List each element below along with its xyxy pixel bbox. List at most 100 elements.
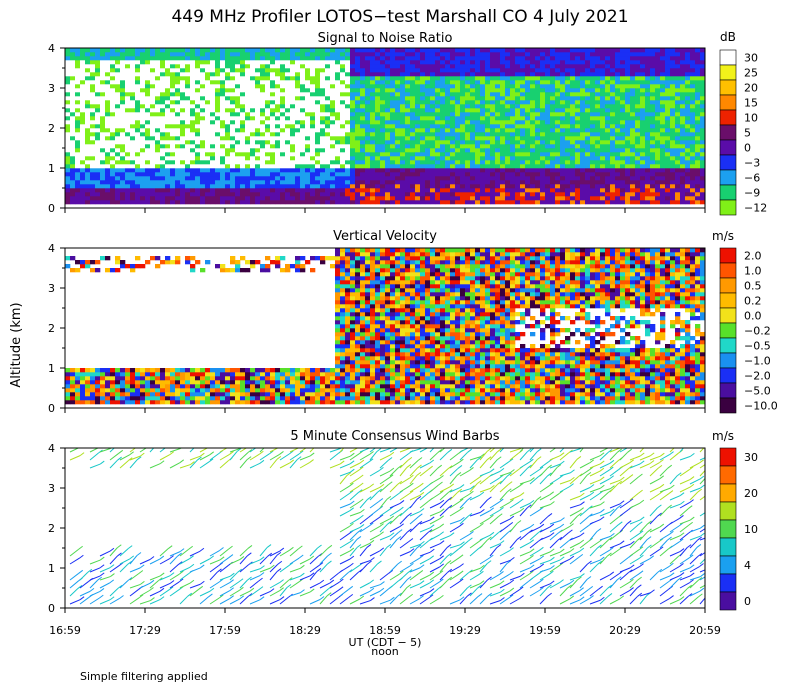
- snr-cell: [595, 68, 601, 73]
- snr-cell: [180, 192, 186, 197]
- snr-cell: [220, 112, 226, 117]
- snr-cell: [175, 112, 181, 117]
- snr-cell: [180, 56, 186, 61]
- snr-cell: [105, 64, 111, 69]
- snr-cell: [465, 200, 471, 205]
- snr-cell: [225, 156, 231, 161]
- snr-cell: [335, 84, 341, 89]
- snr-cell: [310, 48, 316, 53]
- snr-cell: [135, 168, 141, 173]
- snr-cell: [190, 152, 196, 157]
- snr-cell: [545, 180, 551, 185]
- snr-cell: [695, 92, 701, 97]
- snr-cell: [565, 164, 571, 169]
- snr-cell: [385, 72, 391, 77]
- snr-cell: [435, 52, 441, 57]
- snr-cell: [90, 76, 96, 81]
- snr-cell: [210, 144, 216, 149]
- snr-cell: [590, 200, 596, 205]
- snr-cell: [625, 144, 631, 149]
- snr-cell: [130, 48, 136, 53]
- snr-cell: [570, 112, 576, 117]
- snr-cell: [195, 148, 201, 153]
- snr-cell: [330, 112, 336, 117]
- snr-cell: [160, 100, 166, 105]
- snr-cell: [540, 160, 546, 165]
- snr-cell: [625, 140, 631, 145]
- snr-cell: [615, 52, 621, 57]
- snr-cell: [610, 64, 616, 69]
- snr-cell: [320, 188, 326, 193]
- snr-cell: [65, 192, 71, 197]
- snr-cell: [540, 148, 546, 153]
- snr-cell: [590, 136, 596, 141]
- snr-cell: [340, 200, 346, 205]
- snr-cell: [180, 108, 186, 113]
- snr-cell: [300, 116, 306, 121]
- snr-cell: [245, 112, 251, 117]
- snr-cell: [155, 68, 161, 73]
- snr-cell: [140, 80, 146, 85]
- snr-cell: [690, 116, 696, 121]
- snr-cell: [345, 64, 351, 69]
- snr-cell: [490, 116, 496, 121]
- snr-cell: [575, 76, 581, 81]
- snr-cell: [285, 192, 291, 197]
- snr-cell: [345, 112, 351, 117]
- snr-cell: [240, 108, 246, 113]
- snr-cell: [70, 72, 76, 77]
- snr-cell: [675, 60, 681, 65]
- snr-cell: [515, 164, 521, 169]
- snr-cell: [145, 60, 151, 65]
- snr-cell: [110, 136, 116, 141]
- snr-cell: [585, 88, 591, 93]
- snr-cell: [455, 144, 461, 149]
- snr-cell: [230, 132, 236, 137]
- snr-cell: [635, 76, 641, 81]
- snr-cell: [75, 80, 81, 85]
- snr-cell: [425, 100, 431, 105]
- snr-cell: [580, 160, 586, 165]
- snr-cell: [550, 120, 556, 125]
- snr-cell: [660, 172, 666, 177]
- snr-cell: [565, 112, 571, 117]
- snr-cell: [260, 96, 266, 101]
- snr-cell: [605, 80, 611, 85]
- snr-cell: [605, 172, 611, 177]
- snr-cell: [520, 148, 526, 153]
- snr-cell: [560, 196, 566, 201]
- snr-cell: [155, 168, 161, 173]
- snr-cell: [295, 176, 301, 181]
- snr-cell: [505, 128, 511, 133]
- snr-cell: [320, 116, 326, 121]
- snr-cell: [405, 144, 411, 149]
- snr-cell: [300, 104, 306, 109]
- snr-cell: [185, 112, 191, 117]
- snr-cell: [525, 180, 531, 185]
- snr-cell: [430, 200, 436, 205]
- snr-cell: [115, 168, 121, 173]
- snr-cell: [400, 48, 406, 53]
- snr-cell: [70, 160, 76, 165]
- snr-cell: [70, 48, 76, 53]
- snr-cell: [195, 172, 201, 177]
- snr-cell: [405, 140, 411, 145]
- snr-cell: [225, 120, 231, 125]
- snr-cell: [680, 164, 686, 169]
- snr-cell: [510, 196, 516, 201]
- snr-cell: [100, 188, 106, 193]
- snr-cell: [245, 152, 251, 157]
- snr-cell: [235, 88, 241, 93]
- snr-cell: [515, 116, 521, 121]
- snr-cell: [90, 172, 96, 177]
- snr-cell: [565, 160, 571, 165]
- snr-cell: [340, 96, 346, 101]
- snr-cell: [310, 56, 316, 61]
- snr-cell: [90, 184, 96, 189]
- snr-cell: [325, 52, 331, 57]
- snr-cell: [335, 48, 341, 53]
- snr-cell: [305, 104, 311, 109]
- snr-cell: [565, 156, 571, 161]
- snr-cell: [550, 116, 556, 121]
- snr-cell: [470, 164, 476, 169]
